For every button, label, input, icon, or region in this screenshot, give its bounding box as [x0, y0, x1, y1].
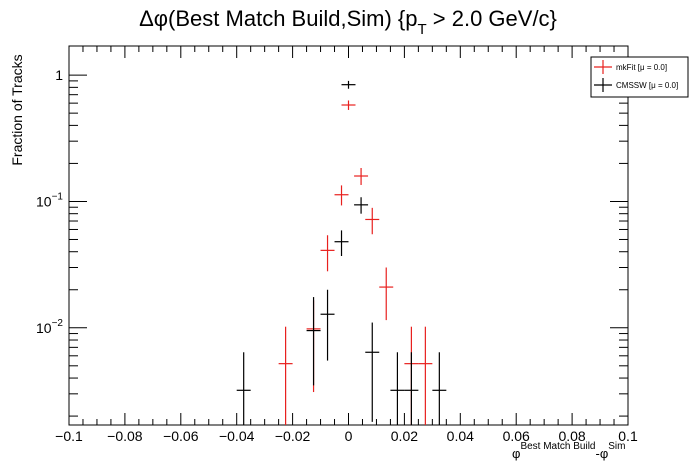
y-tick-label: 10−1 — [36, 191, 63, 209]
y-tick-label-exponent: −1 — [52, 191, 64, 202]
x-axis-label-phi: φ — [512, 446, 520, 461]
x-tick-label: 0 — [345, 428, 353, 444]
x-tick-label: 0.02 — [391, 428, 418, 444]
chart-title-tail: > 2.0 GeV/c} — [427, 6, 557, 31]
y-tick-label-exponent: −2 — [52, 318, 64, 329]
data-series — [236, 80, 447, 425]
x-tick-label: 0.06 — [503, 428, 530, 444]
y-tick-label-base: 1 — [55, 67, 63, 83]
x-tick-label: −0.1 — [55, 428, 83, 444]
series-cmssw — [236, 80, 447, 425]
x-tick-label: 0.04 — [447, 428, 474, 444]
chart-title-subscript: T — [417, 21, 426, 38]
x-tick-label: −0.04 — [219, 428, 255, 444]
chart-title-main: Δφ(Best Match Build,Sim) {p — [139, 6, 417, 31]
legend-label: CMSSW [μ = 0.0] — [616, 81, 678, 90]
legend-label: mkFit [μ = 0.0] — [616, 63, 667, 72]
chart-title: Δφ(Best Match Build,Sim) {pT > 2.0 GeV/c… — [139, 6, 557, 38]
y-tick-label-base: 10 — [36, 320, 52, 336]
x-tick-label: −0.06 — [163, 428, 199, 444]
y-tick-label: 1 — [55, 67, 63, 83]
x-axis-label-sub2: Sim — [608, 441, 625, 452]
x-axis-label-sub1: Best Match Build — [520, 441, 595, 452]
legend: mkFit [μ = 0.0] CMSSW [μ = 0.0] — [590, 56, 689, 98]
x-tick-label: −0.08 — [107, 428, 143, 444]
y-axis-ticks: 110−110−2 — [36, 67, 628, 417]
x-tick-label: 0.1 — [618, 428, 638, 444]
y-axis-label: Fraction of Tracks — [9, 54, 25, 165]
x-tick-label: −0.02 — [275, 428, 311, 444]
x-axis-ticks: −0.1 −0.08 −0.06 −0.04 −0.02 0 0.02 0.04 0.06 0.0… — [55, 46, 638, 444]
series-mkfit — [278, 100, 433, 425]
y-tick-label-base: 10 — [36, 193, 52, 209]
x-axis-label-minus-phi: -φ — [595, 446, 608, 461]
legend-box — [590, 56, 689, 98]
y-tick-label: 10−2 — [36, 318, 63, 336]
x-axis-label: φBest Match Build-φSim — [512, 441, 625, 461]
legend-items: mkFit [μ = 0.0] CMSSW [μ = 0.0] — [594, 60, 678, 92]
x-tick-label: 0.08 — [558, 428, 585, 444]
